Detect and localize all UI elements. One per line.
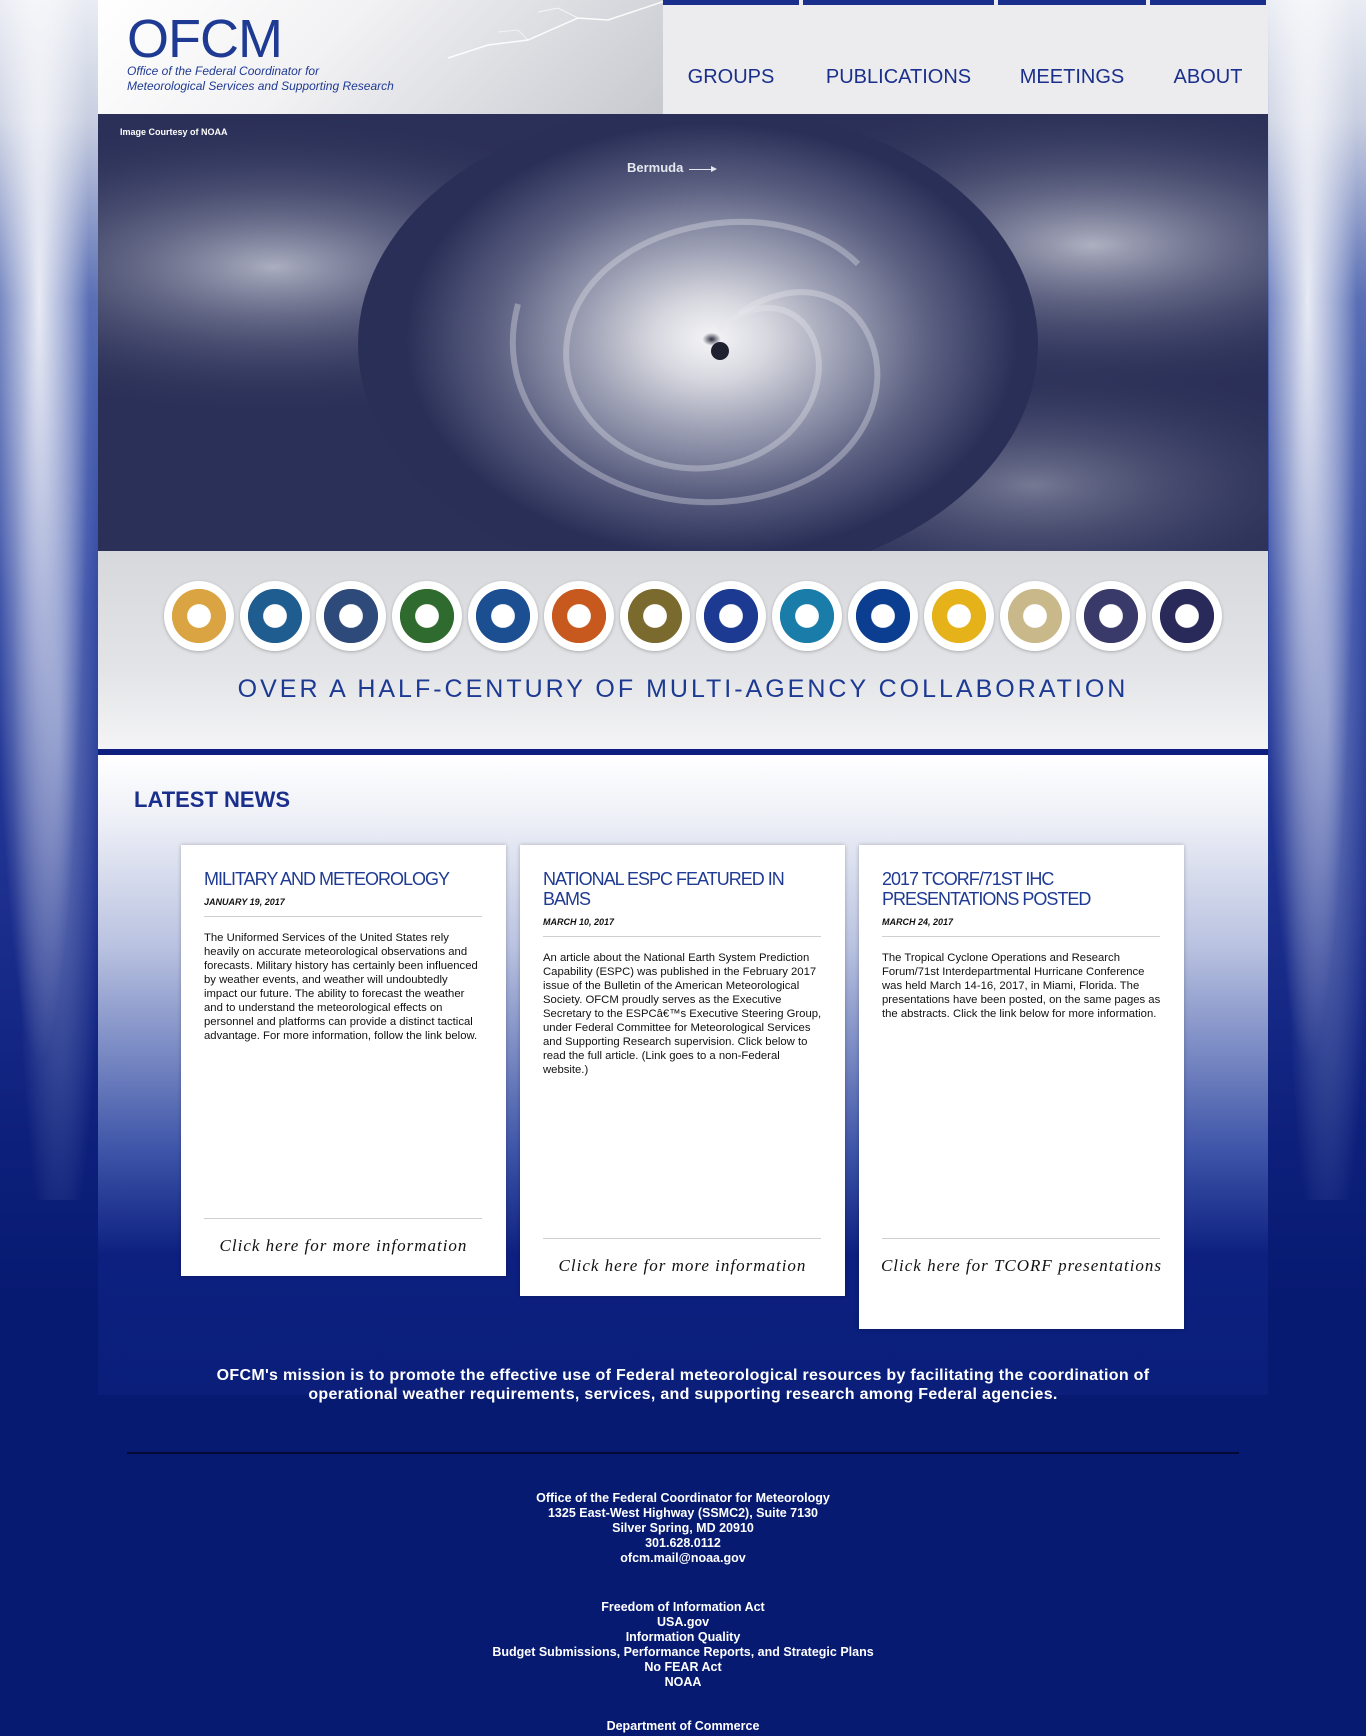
state-seal[interactable]: [620, 581, 690, 651]
more-info-link[interactable]: Click here for more information: [219, 1236, 468, 1255]
logo-subtitle-line-1: Office of the Federal Coordinator for: [127, 64, 320, 78]
epa-seal[interactable]: [772, 581, 842, 651]
divider: [882, 936, 1160, 937]
divider: [204, 1218, 482, 1219]
logo-subtitle-line-2: Meteorological Services and Supporting R…: [127, 79, 394, 93]
hero-banner: Image Courtesy of NOAA Bermuda: [98, 114, 1268, 551]
defense-seal[interactable]: [316, 581, 386, 651]
transportation-seal-icon: [704, 589, 758, 643]
news-card-body: The Uniformed Services of the United Sta…: [204, 932, 478, 1042]
latest-news-section: LATEST NEWS MILITARY AND METEOROLOGY JAN…: [98, 755, 1268, 1395]
news-card-tcorf: 2017 TCORF/71ST IHC PRESENTATIONS POSTED…: [859, 845, 1184, 1329]
ntsb-seal-icon: [1008, 589, 1062, 643]
nsf-seal-icon: [932, 589, 986, 643]
background-clouds-left: [0, 0, 98, 1200]
commerce-seal[interactable]: [240, 581, 310, 651]
image-credit: Image Courtesy of NOAA: [120, 127, 228, 137]
more-info-link[interactable]: Click here for more information: [558, 1256, 807, 1275]
mission-statement: OFCM's mission is to promote the effecti…: [0, 1366, 1366, 1404]
tcorf-presentations-link[interactable]: Click here for TCORF presentations: [880, 1256, 1163, 1275]
agency-seals-row: [164, 581, 1222, 651]
logo-title: OFCM: [127, 9, 283, 69]
homeland-security-seal-icon: [476, 589, 530, 643]
latest-news-heading: LATEST NEWS: [134, 787, 291, 812]
news-card-title[interactable]: NATIONAL ESPC FEATURED IN BAMS: [543, 869, 785, 909]
logo-subtitle: Office of the Federal Coordinator for Me…: [127, 64, 427, 94]
agency-seals-band: OVER A HALF-CENTURY OF MULTI-AGENCY COLL…: [98, 551, 1268, 755]
news-card-date: JANUARY 19, 2017: [204, 897, 285, 907]
news-card-military: MILITARY AND METEOROLOGY JANUARY 19, 201…: [181, 845, 506, 1276]
main-nav: GROUPS PUBLICATIONS MEETINGS ABOUT: [663, 0, 1268, 114]
footer-links: Freedom of Information Act USA.gov Infor…: [0, 1600, 1366, 1690]
footer-street: 1325 East-West Highway (SSMC2), Suite 71…: [547, 1506, 818, 1520]
divider: [543, 936, 821, 937]
homeland-security-seal[interactable]: [468, 581, 538, 651]
information-quality-link[interactable]: Information Quality: [625, 1630, 741, 1644]
footer-org-name: Office of the Federal Coordinator for Me…: [536, 1491, 830, 1505]
interior-seal[interactable]: [164, 581, 234, 651]
divider: [204, 916, 482, 917]
news-card-title[interactable]: 2017 TCORF/71ST IHC PRESENTATIONS POSTED: [882, 869, 1091, 909]
executive-office-seal[interactable]: [1152, 581, 1222, 651]
epa-seal-icon: [780, 589, 834, 643]
no-fear-act-link[interactable]: No FEAR Act: [644, 1660, 722, 1674]
nav-about[interactable]: ABOUT: [1150, 0, 1266, 114]
energy-seal[interactable]: [392, 581, 462, 651]
news-card-espc: NATIONAL ESPC FEATURED IN BAMS MARCH 10,…: [520, 845, 845, 1296]
lightning-graphic: [447, 0, 663, 59]
usagov-link[interactable]: USA.gov: [656, 1615, 710, 1629]
interior-bison-seal-icon: [552, 589, 606, 643]
nav-publications[interactable]: PUBLICATIONS: [803, 0, 994, 114]
footer-phone: 301.628.0112: [645, 1536, 721, 1550]
site-header: OFCM Office of the Federal Coordinator f…: [98, 0, 1268, 114]
commerce-seal-icon: [248, 589, 302, 643]
footer-divider: [127, 1452, 1239, 1454]
executive-office-seal-icon: [1160, 589, 1214, 643]
foia-link[interactable]: Freedom of Information Act: [601, 1600, 765, 1614]
news-card-date: MARCH 24, 2017: [882, 917, 954, 927]
footer-email[interactable]: ofcm.mail@noaa.gov: [620, 1551, 746, 1565]
nav-groups[interactable]: GROUPS: [663, 0, 799, 114]
hurricane-satellite-image: [98, 114, 1268, 551]
mission-text: OFCM's mission is to promote the effecti…: [216, 1367, 1150, 1403]
bermuda-label: Bermuda: [627, 160, 684, 175]
arrow-right-icon: [689, 166, 717, 172]
tagline: OVER A HALF-CENTURY OF MULTI-AGENCY COLL…: [237, 675, 1129, 703]
news-card-body: The Tropical Cyclone Operations and Rese…: [882, 952, 1161, 1020]
footer-address: Office of the Federal Coordinator for Me…: [0, 1491, 1366, 1566]
logo[interactable]: OFCM Office of the Federal Coordinator f…: [98, 0, 663, 114]
energy-seal-icon: [400, 589, 454, 643]
noaa-link[interactable]: NOAA: [664, 1675, 702, 1689]
state-seal-icon: [628, 589, 682, 643]
divider: [543, 1238, 821, 1239]
page-container: OFCM Office of the Federal Coordinator f…: [98, 0, 1268, 1395]
divider: [882, 1238, 1160, 1239]
interior-bison-seal[interactable]: [544, 581, 614, 651]
nasa-seal[interactable]: [848, 581, 918, 651]
interior-seal-icon: [172, 589, 226, 643]
department-of-commerce-link[interactable]: Department of Commerce: [606, 1719, 760, 1733]
news-card-title[interactable]: MILITARY AND METEOROLOGY: [204, 869, 450, 889]
nsf-seal[interactable]: [924, 581, 994, 651]
budget-submissions-link[interactable]: Budget Submissions, Performance Reports,…: [492, 1645, 874, 1659]
nrc-seal-icon: [1084, 589, 1138, 643]
ntsb-seal[interactable]: [1000, 581, 1070, 651]
nav-meetings[interactable]: MEETINGS: [998, 0, 1146, 114]
news-card-body: An article about the National Earth Syst…: [543, 952, 822, 1076]
nasa-seal-icon: [856, 589, 910, 643]
transportation-seal[interactable]: [696, 581, 766, 651]
news-card-date: MARCH 10, 2017: [543, 917, 615, 927]
footer-city: Silver Spring, MD 20910: [612, 1521, 754, 1535]
nrc-seal[interactable]: [1076, 581, 1146, 651]
defense-seal-icon: [324, 589, 378, 643]
background-clouds-right: [1269, 0, 1366, 1200]
